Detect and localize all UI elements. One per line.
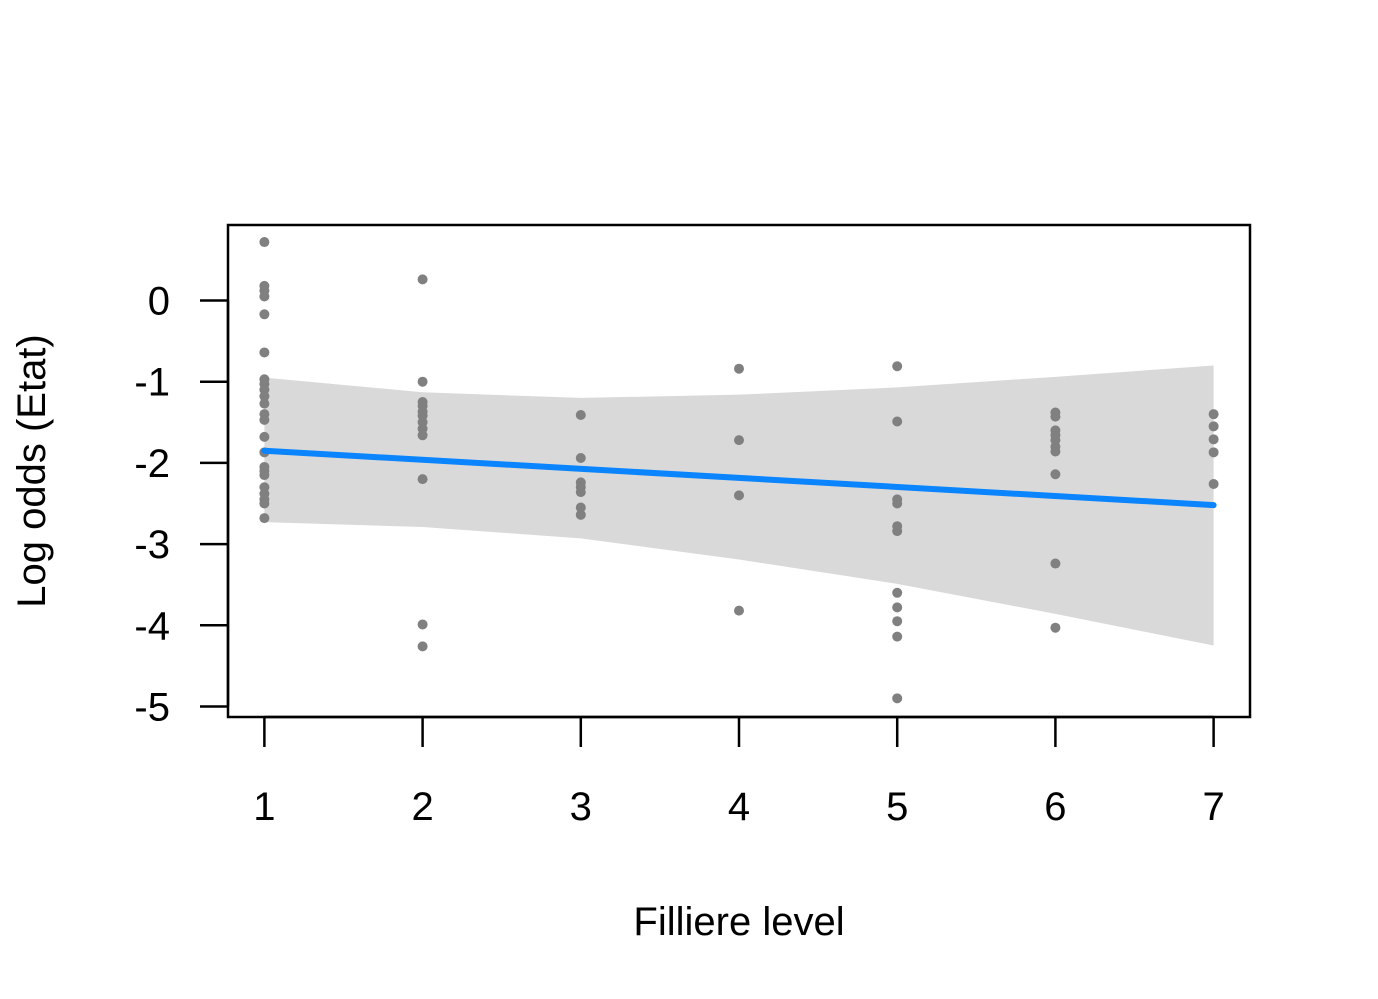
x-tick-label: 3 <box>570 785 592 829</box>
data-point <box>417 641 428 652</box>
data-point <box>259 391 270 402</box>
data-point <box>734 435 744 446</box>
data-point <box>417 619 428 630</box>
x-tick-label: 5 <box>886 785 908 829</box>
data-point <box>259 347 270 358</box>
data-point <box>259 291 270 302</box>
data-point <box>734 490 744 501</box>
data-point <box>892 361 903 372</box>
data-point <box>1208 434 1219 445</box>
data-point <box>575 502 586 513</box>
data-point <box>1050 622 1061 633</box>
data-point <box>892 498 903 509</box>
data-point <box>892 602 903 613</box>
data-point <box>259 498 270 509</box>
data-point <box>892 416 903 427</box>
data-point <box>734 605 744 616</box>
y-tick-label: -4 <box>134 604 170 648</box>
fit-line <box>261 447 1217 509</box>
y-axis: -5 -4 -3 -2 -1 0 <box>134 280 230 729</box>
data-point <box>1208 409 1219 420</box>
data-point <box>575 409 586 420</box>
data-point <box>1208 447 1219 458</box>
x-tick-label: 4 <box>728 785 750 829</box>
data-point <box>1050 469 1061 480</box>
confidence-band-layer <box>264 365 1214 646</box>
data-point <box>892 526 903 537</box>
data-point <box>259 513 270 524</box>
data-point <box>259 237 270 248</box>
data-point <box>259 414 270 425</box>
y-tick-label: -3 <box>134 523 170 567</box>
data-point <box>892 631 903 642</box>
data-point <box>1050 558 1061 569</box>
y-tick-label: -5 <box>134 685 170 729</box>
y-tick-label: 0 <box>148 280 170 324</box>
data-point <box>417 274 428 285</box>
data-point <box>575 453 586 464</box>
x-tick-label: 1 <box>253 785 275 829</box>
data-point <box>259 470 270 481</box>
x-tick-label: 2 <box>411 785 433 829</box>
x-axis: 1 2 3 4 5 6 7 <box>253 715 1225 829</box>
data-point <box>259 398 270 409</box>
data-point <box>575 509 586 520</box>
data-point <box>1208 421 1219 432</box>
data-point <box>1050 411 1061 422</box>
data-point <box>892 693 903 704</box>
data-point <box>417 376 428 387</box>
y-axis-label: Log odds (Etat) <box>10 334 54 608</box>
data-point <box>892 587 903 598</box>
data-point <box>1050 446 1061 457</box>
y-tick-label: -2 <box>134 442 170 486</box>
points-layer <box>259 237 1219 704</box>
data-point <box>1208 478 1219 489</box>
confidence-band <box>264 365 1214 646</box>
x-axis-label: Filliere level <box>633 900 844 944</box>
x-tick-label: 7 <box>1202 785 1224 829</box>
data-point <box>892 616 903 627</box>
y-tick-label: -1 <box>134 361 170 405</box>
data-point <box>259 431 270 442</box>
data-point <box>734 363 744 374</box>
data-point <box>575 487 586 498</box>
fit-line-layer <box>261 447 1217 509</box>
data-point <box>417 474 428 485</box>
x-tick-label: 6 <box>1044 785 1066 829</box>
data-point <box>259 309 270 320</box>
data-point <box>417 430 428 441</box>
